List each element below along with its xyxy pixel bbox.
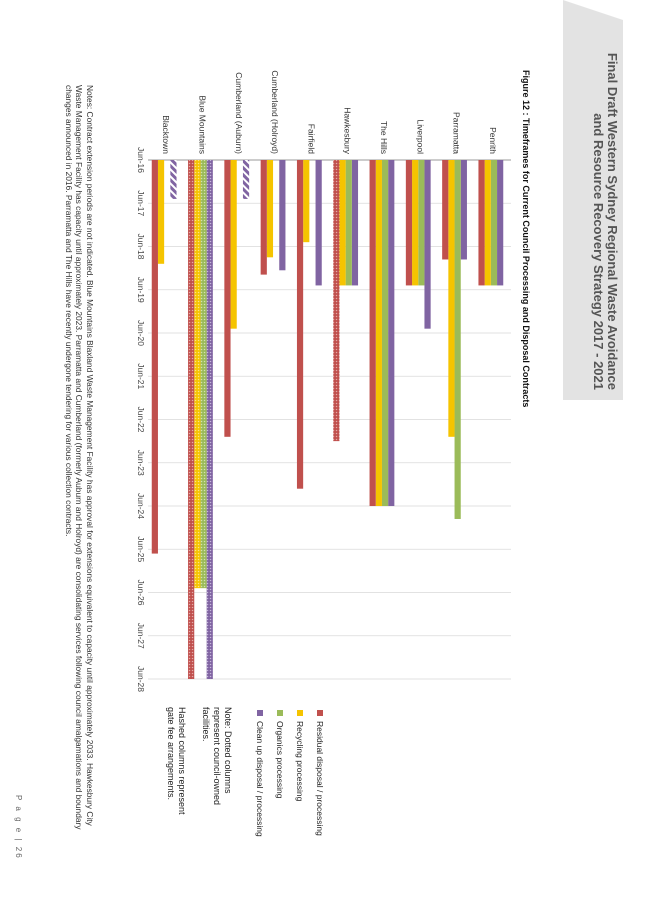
page-number-value: | 26 <box>14 838 23 860</box>
legend-label-residual: Residual disposal / processing <box>315 721 325 836</box>
bar-the-hills-organics <box>381 160 389 506</box>
bar-blue-mountains-recycling <box>194 160 201 589</box>
legend-label-recycling: Recycling processing <box>295 721 305 802</box>
bar-blacktown-residual <box>151 160 158 554</box>
x-tick-label-Jun-28: Jun-28 <box>136 666 146 692</box>
bar-penrith-residual <box>478 160 485 286</box>
bar-cumberland-auburn--cleanup <box>242 160 250 199</box>
bar-hawkesbury-residual <box>333 160 340 442</box>
page-label: P a g e <box>14 795 23 835</box>
bar-blue-mountains-residual <box>188 160 195 679</box>
legend-item-residual: Residual disposal / processing <box>310 710 330 837</box>
bar-the-hills-residual <box>369 160 376 506</box>
legend-swatch-recycling <box>297 710 303 716</box>
bar-the-hills-recycling <box>375 160 382 506</box>
bar-blacktown-cleanup <box>170 160 177 199</box>
bar-hawkesbury-recycling <box>339 160 346 286</box>
category-label-cumberland-holroyd-: Cumberland (Holroyd) <box>270 70 280 154</box>
chart-legend: Residual disposal / processing Recycling… <box>250 710 330 837</box>
bar-liverpool-residual <box>405 160 413 286</box>
chart-bars <box>151 160 504 679</box>
bar-penrith-organics <box>490 160 498 286</box>
bar-parramatta-cleanup <box>460 160 467 260</box>
category-label-liverpool: Liverpool <box>415 120 425 155</box>
note-dotted-columns: Note: Dotted columns represent council-o… <box>201 707 233 806</box>
bar-cumberland-holroyd--recycling <box>266 160 274 258</box>
x-tick-label-Jun-21: Jun-21 <box>136 363 146 389</box>
bar-fairfield-residual <box>296 160 304 489</box>
bar-blacktown-recycling <box>157 160 165 264</box>
chart-labels: Jun-16 Jun-17 Jun-18 Jun-19 Jun-20 Jun-21 Jun-… <box>136 70 498 692</box>
figure-footnote: Notes: Contract extension periods are no… <box>64 85 95 830</box>
bar-penrith-recycling <box>484 160 491 286</box>
category-label-penrith: Penrith <box>488 127 498 154</box>
x-tick-label-Jun-16: Jun-16 <box>136 147 146 173</box>
bar-penrith-cleanup <box>497 160 504 286</box>
legend-label-organics: Organics processing <box>275 721 285 799</box>
legend-item-cleanup: Clean up disposal / processing <box>250 710 270 837</box>
bar-hawkesbury-organics <box>345 160 352 286</box>
legend-swatch-residual <box>317 710 323 716</box>
legend-swatch-cleanup <box>257 710 263 716</box>
bar-fairfield-cleanup <box>315 160 322 286</box>
bar-blue-mountains-organics <box>200 160 207 589</box>
bar-parramatta-residual <box>442 160 449 260</box>
bar-parramatta-recycling <box>448 160 455 437</box>
category-label-hawkesbury: Hawkesbury <box>343 107 353 155</box>
category-label-cumberland-auburn-: Cumberland (Auburn) <box>234 72 244 154</box>
bar-cumberland-auburn--recycling <box>230 160 237 329</box>
bar-blue-mountains-cleanup <box>206 160 213 679</box>
bar-cumberland-holroyd--cleanup <box>279 160 286 271</box>
x-tick-label-Jun-20: Jun-20 <box>136 320 146 346</box>
x-tick-label-Jun-22: Jun-22 <box>136 407 146 433</box>
bar-the-hills-cleanup <box>388 160 395 506</box>
bar-parramatta-organics <box>454 160 461 519</box>
x-tick-label-Jun-26: Jun-26 <box>136 580 146 606</box>
x-tick-label-Jun-17: Jun-17 <box>136 190 146 216</box>
x-tick-label-Jun-24: Jun-24 <box>136 493 146 519</box>
legend-swatch-organics <box>277 710 283 716</box>
bar-fairfield-recycling <box>303 160 310 243</box>
bar-cumberland-holroyd--residual <box>260 160 267 275</box>
bar-liverpool-organics <box>418 160 425 286</box>
note-hashed-columns: Hashed columns represent gate fee arrang… <box>166 707 187 815</box>
category-label-the-hills: The Hills <box>379 121 389 154</box>
legend-item-recycling: Recycling processing <box>290 710 310 837</box>
x-tick-label-Jun-19: Jun-19 <box>136 277 146 303</box>
category-label-parramatta: Parramatta <box>452 112 462 154</box>
legend-label-cleanup: Clean up disposal / processing <box>255 721 265 837</box>
bar-liverpool-recycling <box>412 160 419 286</box>
legend-item-organics: Organics processing <box>270 710 290 837</box>
bar-cumberland-auburn--residual <box>224 160 231 437</box>
x-tick-label-Jun-27: Jun-27 <box>136 623 146 649</box>
category-label-blue-mountains: Blue Mountains <box>197 95 207 154</box>
x-tick-label-Jun-25: Jun-25 <box>136 536 146 562</box>
x-tick-label-Jun-23: Jun-23 <box>136 450 146 476</box>
category-label-blacktown: Blacktown <box>161 115 171 154</box>
x-tick-label-Jun-18: Jun-18 <box>136 234 146 260</box>
bar-liverpool-cleanup <box>424 160 431 329</box>
page-number: P a g e | 26 <box>14 795 23 860</box>
bar-hawkesbury-cleanup <box>351 160 359 286</box>
category-label-fairfield: Fairfield <box>306 124 316 155</box>
